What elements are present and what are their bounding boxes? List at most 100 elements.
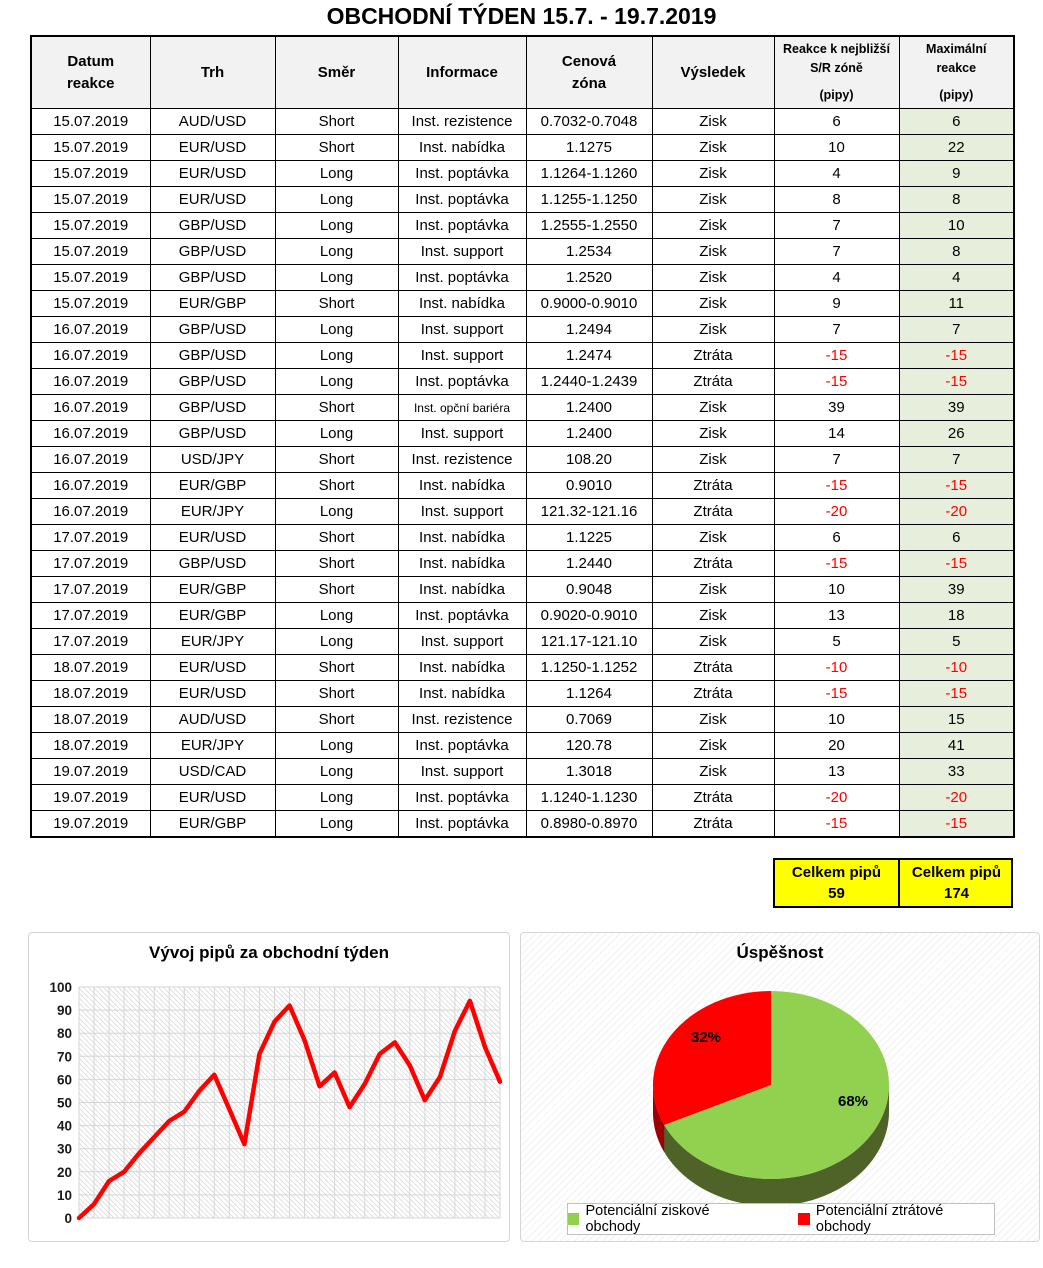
table-cell: GBP/USD: [149, 212, 276, 239]
table-row: 16.07.2019 GBP/USD Long Inst. poptávka 1.244…: [30, 368, 1015, 395]
table-cell: Long: [274, 498, 399, 525]
table-cell: USD/JPY: [149, 446, 276, 473]
table-header-cell: Datum reakce: [30, 35, 151, 109]
svg-text:32%: 32%: [691, 1029, 721, 1046]
table-cell: 10: [773, 134, 900, 161]
table-cell: Ztráta: [651, 472, 775, 499]
table-cell: 7: [773, 316, 900, 343]
legend-item-loss: Potenciální ztrátové obchody: [798, 1203, 994, 1235]
total-label: Celkem pipů: [791, 864, 882, 881]
table-cell: Ztráta: [651, 654, 775, 681]
table-row: 17.07.2019 EUR/JPY Long Inst. support 121.17…: [30, 628, 1015, 655]
table-cell: EUR/GBP: [149, 290, 276, 317]
table-cell: Inst. nabídka: [397, 680, 527, 707]
table-cell: Short: [274, 290, 399, 317]
table-cell: 4: [773, 264, 900, 291]
table-cell: 33: [898, 758, 1015, 785]
table-cell: 16.07.2019: [30, 420, 151, 447]
table-cell: 0.9010: [525, 472, 653, 499]
table-cell: 16.07.2019: [30, 446, 151, 473]
table-header-cell: Výsledek: [651, 35, 775, 109]
table-cell: -15: [898, 472, 1015, 499]
svg-text:40: 40: [57, 1119, 72, 1134]
table-cell: 39: [898, 394, 1015, 421]
table-cell: 15: [898, 706, 1015, 733]
table-row: 19.07.2019 EUR/USD Long Inst. poptávka 1.124…: [30, 784, 1015, 811]
table-cell: Zisk: [651, 264, 775, 291]
total-max-pips: Celkem pipů 174: [900, 860, 1013, 906]
table-cell: Inst. nabídka: [397, 576, 527, 603]
table-cell: -15: [898, 550, 1015, 577]
table-cell: 6: [898, 108, 1015, 135]
table-cell: Inst. poptávka: [397, 212, 527, 239]
table-row: 15.07.2019 EUR/USD Short Inst. nabídka 1.127…: [30, 134, 1015, 161]
table-row: 15.07.2019 EUR/USD Long Inst. poptávka 1.125…: [30, 186, 1015, 213]
table-cell: Inst. support: [397, 238, 527, 265]
table-header-cell: Cenová zóna: [525, 35, 653, 109]
table-row: 18.07.2019 EUR/USD Short Inst. nabídka 1.126…: [30, 680, 1015, 707]
table-cell: Long: [274, 784, 399, 811]
pie-chart: 68% 32% Úspěšnost Potenciální ziskové obc…: [520, 932, 1040, 1242]
table-cell: 15.07.2019: [30, 134, 151, 161]
table-cell: 9: [773, 290, 900, 317]
table-cell: Inst. poptávka: [397, 810, 527, 838]
table-cell: GBP/USD: [149, 420, 276, 447]
table-cell: USD/CAD: [149, 758, 276, 785]
table-row: 18.07.2019 AUD/USD Short Inst. rezistence 0.…: [30, 706, 1015, 733]
svg-text:10: 10: [57, 1188, 72, 1203]
table-cell: 15.07.2019: [30, 160, 151, 187]
table-cell: Long: [274, 342, 399, 369]
table-cell: -15: [773, 680, 900, 707]
table-cell: Inst. support: [397, 498, 527, 525]
table-cell: 1.2400: [525, 394, 653, 421]
table-cell: 15.07.2019: [30, 238, 151, 265]
table-cell: EUR/GBP: [149, 602, 276, 629]
table-cell: 19.07.2019: [30, 810, 151, 838]
table-cell: Short: [274, 446, 399, 473]
table-row: 16.07.2019 EUR/JPY Long Inst. support 121.32…: [30, 498, 1015, 525]
trades-table: Datum reakce Trh Směr Informace Cenová zóna Výs…: [30, 35, 1015, 838]
legend-label-profit: Potenciální ziskové obchody: [585, 1203, 710, 1235]
table-cell: EUR/JPY: [149, 732, 276, 759]
table-cell: Long: [274, 420, 399, 447]
table-cell: 1.2555-1.2550: [525, 212, 653, 239]
table-cell: 1.2400: [525, 420, 653, 447]
pie-chart-title: Úspěšnost: [736, 943, 824, 962]
table-cell: Zisk: [651, 238, 775, 265]
table-cell: 0.9020-0.9010: [525, 602, 653, 629]
table-cell: 22: [898, 134, 1015, 161]
table-cell: EUR/USD: [149, 160, 276, 187]
table-cell: 121.17-121.10: [525, 628, 653, 655]
table-row: 18.07.2019 EUR/JPY Long Inst. poptávka 120.7…: [30, 732, 1015, 759]
table-row: 17.07.2019 EUR/GBP Short Inst. nabídka 0.904…: [30, 576, 1015, 603]
table-cell: Inst. poptávka: [397, 186, 527, 213]
table-cell: Zisk: [651, 186, 775, 213]
table-cell: Inst. support: [397, 758, 527, 785]
table-cell: 10: [898, 212, 1015, 239]
table-cell: 1.1255-1.1250: [525, 186, 653, 213]
table-cell: 39: [773, 394, 900, 421]
table-row: 17.07.2019 EUR/GBP Long Inst. poptávka 0.902…: [30, 602, 1015, 629]
table-cell: Ztráta: [651, 810, 775, 838]
table-cell: Inst. poptávka: [397, 160, 527, 187]
table-cell: 13: [773, 758, 900, 785]
table-cell: 121.32-121.16: [525, 498, 653, 525]
table-cell: Long: [274, 732, 399, 759]
table-cell: Short: [274, 680, 399, 707]
table-cell: 16.07.2019: [30, 342, 151, 369]
table-cell: 1.1275: [525, 134, 653, 161]
table-cell: Ztráta: [651, 550, 775, 577]
table-cell: 7: [773, 238, 900, 265]
table-cell: -15: [898, 368, 1015, 395]
table-cell: 16.07.2019: [30, 394, 151, 421]
table-cell: Long: [274, 186, 399, 213]
table-cell: 5: [898, 628, 1015, 655]
table-header-cell: Reakce k nejbližší S/R zóně (pipy): [773, 35, 900, 109]
table-cell: 16.07.2019: [30, 316, 151, 343]
table-row: 17.07.2019 EUR/USD Short Inst. nabídka 1.122…: [30, 524, 1015, 551]
table-cell: 10: [773, 706, 900, 733]
table-cell: 7: [773, 446, 900, 473]
table-cell: -20: [773, 784, 900, 811]
table-cell: Zisk: [651, 134, 775, 161]
table-cell: 26: [898, 420, 1015, 447]
